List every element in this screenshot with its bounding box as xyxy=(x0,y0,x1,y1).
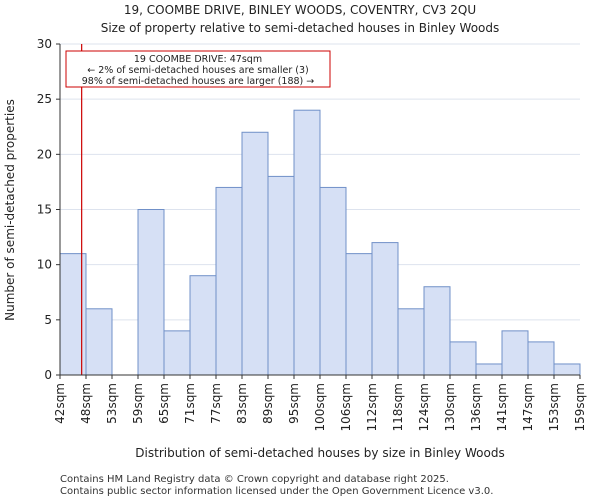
x-tick-label: 118sqm xyxy=(391,383,405,431)
x-tick-label: 130sqm xyxy=(443,383,457,431)
bar xyxy=(527,341,555,376)
bar xyxy=(215,186,243,376)
x-axis-label: Distribution of semi-detached houses by … xyxy=(135,446,504,460)
y-axis-label: Number of semi-detached properties xyxy=(3,99,17,321)
x-tick-label: 124sqm xyxy=(417,383,431,431)
x-tick-label: 100sqm xyxy=(313,383,327,431)
annotation-box xyxy=(65,50,331,88)
y-tick-label: 5 xyxy=(44,313,52,327)
bar xyxy=(371,242,399,376)
x-tick-label: 83sqm xyxy=(235,383,249,424)
bar xyxy=(319,186,347,376)
x-tick-label: 153sqm xyxy=(547,383,561,431)
x-tick-label: 42sqm xyxy=(53,383,67,424)
x-tick-label: 95sqm xyxy=(287,383,301,424)
x-tick-label: 141sqm xyxy=(495,383,509,431)
bar xyxy=(267,175,295,376)
y-tick-label: 20 xyxy=(37,147,52,161)
bar xyxy=(241,131,269,376)
x-tick-label: 65sqm xyxy=(157,383,171,424)
bar xyxy=(293,109,321,376)
x-tick-label: 159sqm xyxy=(573,383,587,431)
x-tick-label: 59sqm xyxy=(131,383,145,424)
bar xyxy=(189,275,217,376)
chart-subtitle: Size of property relative to semi-detach… xyxy=(101,21,500,35)
chart-title: 19, COOMBE DRIVE, BINLEY WOODS, COVENTRY… xyxy=(124,3,476,17)
bars xyxy=(59,109,581,376)
bar xyxy=(449,341,477,376)
x-tick-label: 106sqm xyxy=(339,383,353,431)
bar xyxy=(475,363,503,376)
bar xyxy=(397,308,425,376)
y-tick-label: 30 xyxy=(37,37,52,51)
x-tick-label: 89sqm xyxy=(261,383,275,424)
x-tick-label: 53sqm xyxy=(105,383,119,424)
y-tick-label: 10 xyxy=(37,258,52,272)
bar xyxy=(345,253,373,376)
annotation-line: 98% of semi-detached houses are larger (… xyxy=(82,76,315,87)
bar xyxy=(553,363,581,376)
y-tick-label: 0 xyxy=(44,368,52,382)
x-tick-label: 71sqm xyxy=(183,383,197,424)
x-tick-label: 136sqm xyxy=(469,383,483,431)
property-marker: 19 COOMBE DRIVE: 47sqm← 2% of semi-detac… xyxy=(65,44,331,375)
x-tick-label: 147sqm xyxy=(521,383,535,431)
x-tick-labels: 42sqm 48sqm 53sqm 59sqm 65sqm 71sqm 77sqm 83sqm… xyxy=(53,375,587,431)
y-tick-label: 15 xyxy=(37,203,52,217)
y-tick-label: 25 xyxy=(37,92,52,106)
bar xyxy=(501,330,529,376)
bar xyxy=(85,308,113,376)
x-tick-label: 112sqm xyxy=(365,383,379,431)
bar xyxy=(137,209,165,376)
x-tick-label: 77sqm xyxy=(209,383,223,424)
y-tick-labels: 0 5 10 15 20 25 30 xyxy=(37,37,60,382)
footer-line-1: Contains HM Land Registry data © Crown c… xyxy=(60,474,449,485)
annotation-line: 19 COOMBE DRIVE: 47sqm xyxy=(134,54,262,65)
footer-line-2: Contains public sector information licen… xyxy=(60,486,493,497)
x-tick-label: 48sqm xyxy=(79,383,93,424)
bar xyxy=(423,286,451,376)
annotation-line: ← 2% of semi-detached houses are smaller… xyxy=(87,65,308,76)
bar xyxy=(163,330,191,376)
